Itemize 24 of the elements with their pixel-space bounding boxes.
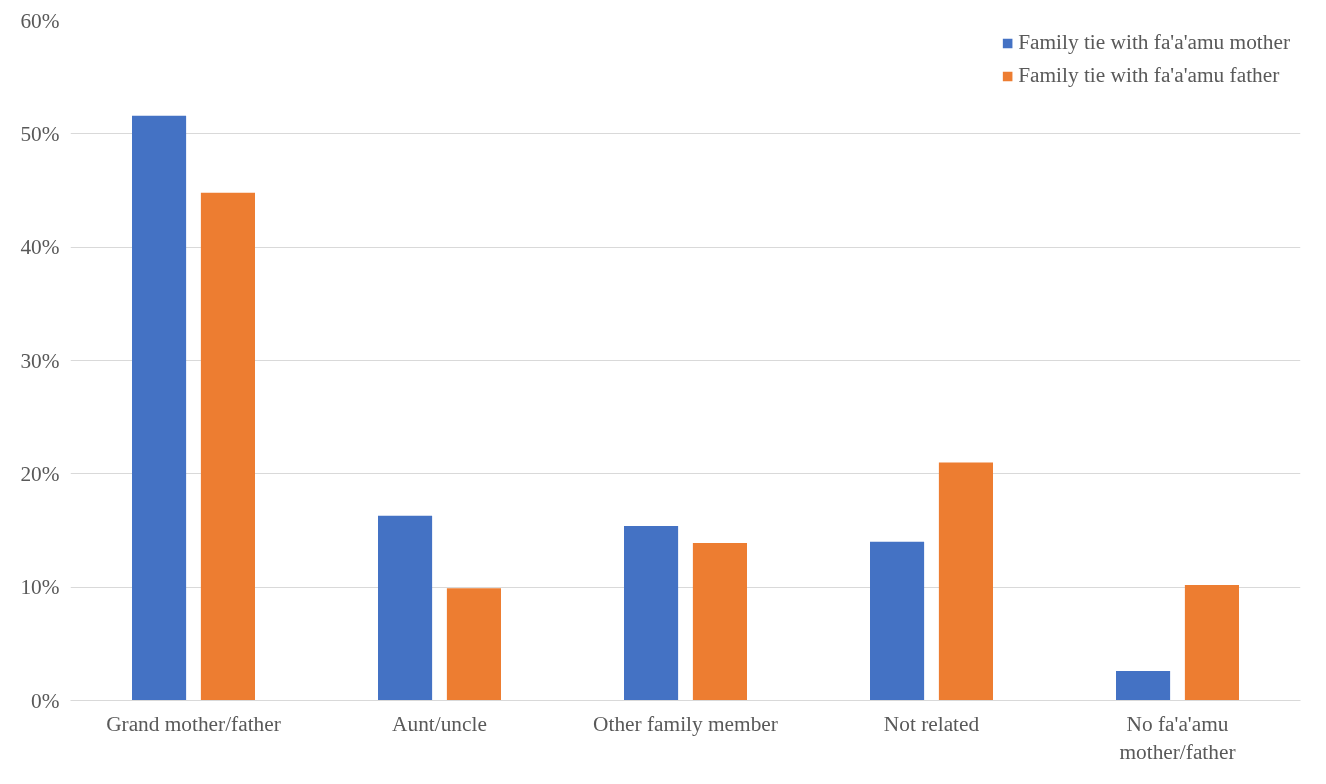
bar bbox=[1184, 584, 1239, 701]
y-tick-label: 50% bbox=[20, 121, 60, 146]
y-tick-label: 40% bbox=[20, 235, 60, 260]
bar bbox=[378, 515, 433, 701]
bar bbox=[200, 192, 255, 701]
x-tick-label: Not related bbox=[883, 711, 980, 736]
bar bbox=[1116, 671, 1171, 701]
bar bbox=[938, 462, 993, 701]
bar bbox=[624, 525, 679, 701]
legend-label: Family tie with fa'a'amu mother bbox=[1018, 30, 1290, 55]
x-tick-label: Grand mother/father bbox=[106, 711, 281, 736]
y-tick-label: 20% bbox=[20, 461, 60, 486]
bar bbox=[870, 541, 925, 701]
bar bbox=[692, 542, 747, 701]
bar bbox=[132, 115, 187, 701]
legend-label: Family tie with fa'a'amu father bbox=[1018, 63, 1280, 88]
y-tick-label: 30% bbox=[20, 348, 60, 373]
y-tick-label: 0% bbox=[31, 688, 60, 713]
y-tick-label: 10% bbox=[20, 575, 60, 600]
x-tick-label: Aunt/uncle bbox=[392, 711, 487, 736]
x-tick-label: No fa'a'amu mother/father bbox=[1119, 711, 1236, 765]
bar bbox=[446, 588, 501, 701]
x-tick-label: Other family member bbox=[593, 711, 778, 736]
y-tick-label: 60% bbox=[20, 8, 60, 33]
